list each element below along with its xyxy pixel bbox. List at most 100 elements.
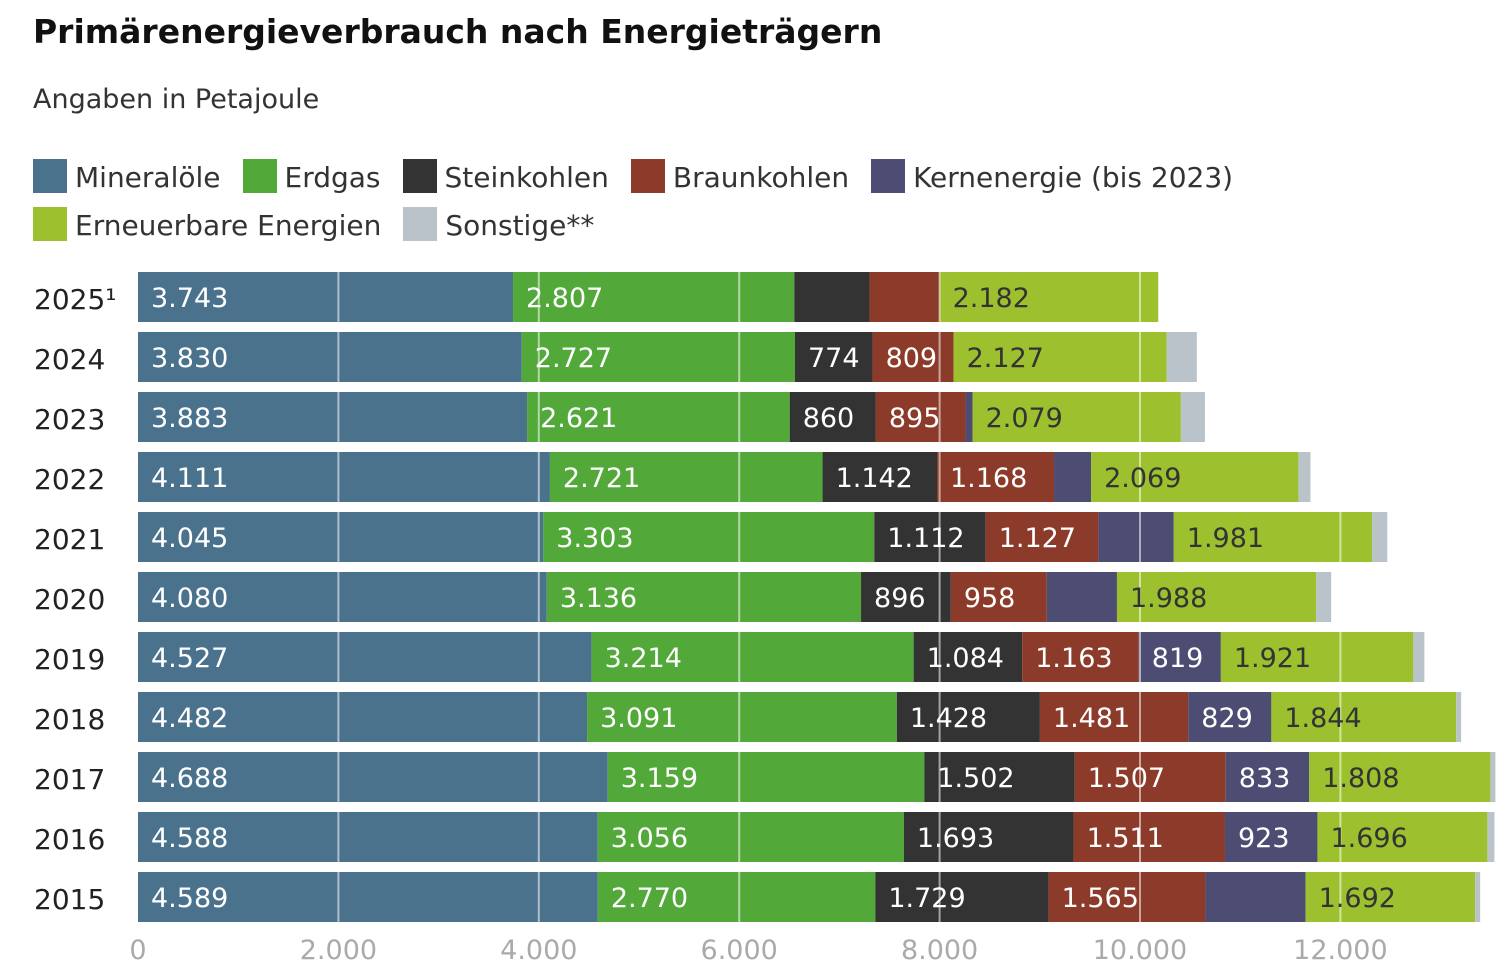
data-label: 4.589 xyxy=(151,883,228,914)
bar-segment-erdgas xyxy=(546,572,862,622)
data-label: 1.729 xyxy=(888,883,965,914)
data-label: 4.080 xyxy=(151,583,228,614)
bar-segment-kernenergie-bis-2023 xyxy=(1098,512,1174,562)
data-label: 2.807 xyxy=(526,283,603,314)
bar-segment-mineralöle xyxy=(138,392,528,442)
data-label: 4.482 xyxy=(151,703,228,734)
bar-segment-steinkohlen xyxy=(913,632,1023,682)
bar-segment-sonstige xyxy=(1166,332,1197,382)
bar-segment-braunkohlen xyxy=(936,452,1055,502)
data-label: 2.079 xyxy=(986,403,1063,434)
bar-segment-kernenergie-bis-2023 xyxy=(1205,872,1306,922)
legend-item-sonstige: Sonstige** xyxy=(403,202,594,250)
x-tick-label: 12.000 xyxy=(1293,935,1387,966)
bar-segment-braunkohlen xyxy=(1039,692,1189,742)
legend-item-mineralöle: Mineralöle xyxy=(33,154,221,202)
y-tick-label: 2018 xyxy=(34,703,105,736)
bar-segment-kernenergie-bis-2023 xyxy=(1046,572,1117,622)
bar-segment-erneuerbare-energien xyxy=(1220,632,1414,682)
bar-segment-steinkohlen xyxy=(924,752,1075,802)
data-label: 1.696 xyxy=(1330,823,1407,854)
bar-segment-erneuerbare-energien xyxy=(939,272,1159,322)
data-label: 3.883 xyxy=(151,403,228,434)
data-label: 4.111 xyxy=(151,463,228,494)
bar-segment-sonstige xyxy=(1298,452,1311,502)
y-tick-label: 2016 xyxy=(34,823,105,856)
bar-segment-braunkohlen xyxy=(869,272,940,322)
bar-segment-kernenergie-bis-2023 xyxy=(1054,452,1092,502)
y-tick-label: 2017 xyxy=(34,763,105,796)
x-tick-label: 8.000 xyxy=(901,935,978,966)
legend-label: Sonstige** xyxy=(445,209,595,242)
data-label: 774 xyxy=(808,343,860,374)
chart-subtitle: Angaben in Petajoule xyxy=(33,84,320,115)
bar-segment-sonstige xyxy=(1372,512,1388,562)
bar-segment-erneuerbare-energien xyxy=(972,392,1181,442)
x-tick-label: 6.000 xyxy=(701,935,778,966)
y-tick-label: 2024 xyxy=(34,343,105,376)
bar-segment-erdgas xyxy=(597,812,904,862)
legend-swatch xyxy=(33,207,67,241)
bar-segment-kernenergie-bis-2023 xyxy=(1138,632,1221,682)
bar-segment-mineralöle xyxy=(138,272,514,322)
data-label: 819 xyxy=(1152,643,1204,674)
data-label: 1.084 xyxy=(927,643,1004,674)
bar-segment-erdgas xyxy=(521,332,796,382)
legend-label: Braunkohlen xyxy=(672,161,850,194)
x-tick-label: 2.000 xyxy=(300,935,377,966)
y-tick-label: 2015 xyxy=(34,883,105,916)
data-label: 1.981 xyxy=(1187,523,1264,554)
data-label: 4.588 xyxy=(151,823,228,854)
bar-segment-steinkohlen xyxy=(789,392,876,442)
data-label: 1.112 xyxy=(887,523,964,554)
bar-segment-mineralöle xyxy=(138,332,522,382)
bar-segment-braunkohlen xyxy=(950,572,1047,622)
data-label: 1.507 xyxy=(1088,763,1165,794)
legend-item-erdgas: Erdgas xyxy=(242,154,381,202)
data-label: 3.056 xyxy=(611,823,688,854)
data-label: 3.136 xyxy=(560,583,637,614)
bar-segment-sonstige xyxy=(1413,632,1425,682)
data-label: 3.214 xyxy=(605,643,682,674)
data-label: 1.921 xyxy=(1234,643,1311,674)
legend-swatch xyxy=(242,159,277,193)
data-label: 923 xyxy=(1238,823,1290,854)
bar-segment-sonstige xyxy=(1490,752,1496,802)
bar-segment-mineralöle xyxy=(138,632,592,682)
gridlines xyxy=(337,272,1342,922)
legend-label: Mineralöle xyxy=(75,161,221,194)
data-label: 1.502 xyxy=(937,763,1014,794)
legend-swatch xyxy=(630,159,665,193)
data-label: 2.127 xyxy=(967,343,1044,374)
bar-segment-erneuerbare-energien xyxy=(1173,512,1373,562)
data-label: 1.481 xyxy=(1053,703,1130,734)
legend-swatch xyxy=(871,159,906,193)
bar-segment-steinkohlen xyxy=(903,812,1074,862)
data-label: 2.182 xyxy=(953,283,1030,314)
bar-segment-steinkohlen xyxy=(875,872,1049,922)
bar-segment-braunkohlen xyxy=(1022,632,1139,682)
y-tick-label: 2023 xyxy=(34,403,105,436)
bar-segment-steinkohlen xyxy=(896,692,1040,742)
data-labels: 3.743 2.807 2.182 3.830 2.727 774 809 2.127 3.88… xyxy=(151,283,1408,914)
bar-segment-mineralöle xyxy=(138,452,550,502)
data-label: 896 xyxy=(874,583,926,614)
x-tick-label: 0 xyxy=(129,935,146,966)
bar-segment-erdgas xyxy=(543,512,875,562)
bar-segment-kernenergie-bis-2023 xyxy=(1224,812,1318,862)
data-label: 1.511 xyxy=(1087,823,1164,854)
bars xyxy=(138,272,1496,922)
x-tick-label: 10.000 xyxy=(1093,935,1187,966)
y-tick-label: 2020 xyxy=(34,583,105,616)
data-label: 3.743 xyxy=(151,283,228,314)
bar-segment-erdgas xyxy=(607,752,925,802)
bar-segment-mineralöle xyxy=(138,572,547,622)
bar-segment-sonstige xyxy=(1456,692,1462,742)
data-label: 1.142 xyxy=(836,463,913,494)
y-tick-label: 2025¹ xyxy=(34,283,116,316)
bar-segment-mineralöle xyxy=(138,812,598,862)
y-tick-label: 2021 xyxy=(34,523,105,556)
bar-segment-mineralöle xyxy=(138,692,588,742)
bar-segment-steinkohlen xyxy=(874,512,986,562)
